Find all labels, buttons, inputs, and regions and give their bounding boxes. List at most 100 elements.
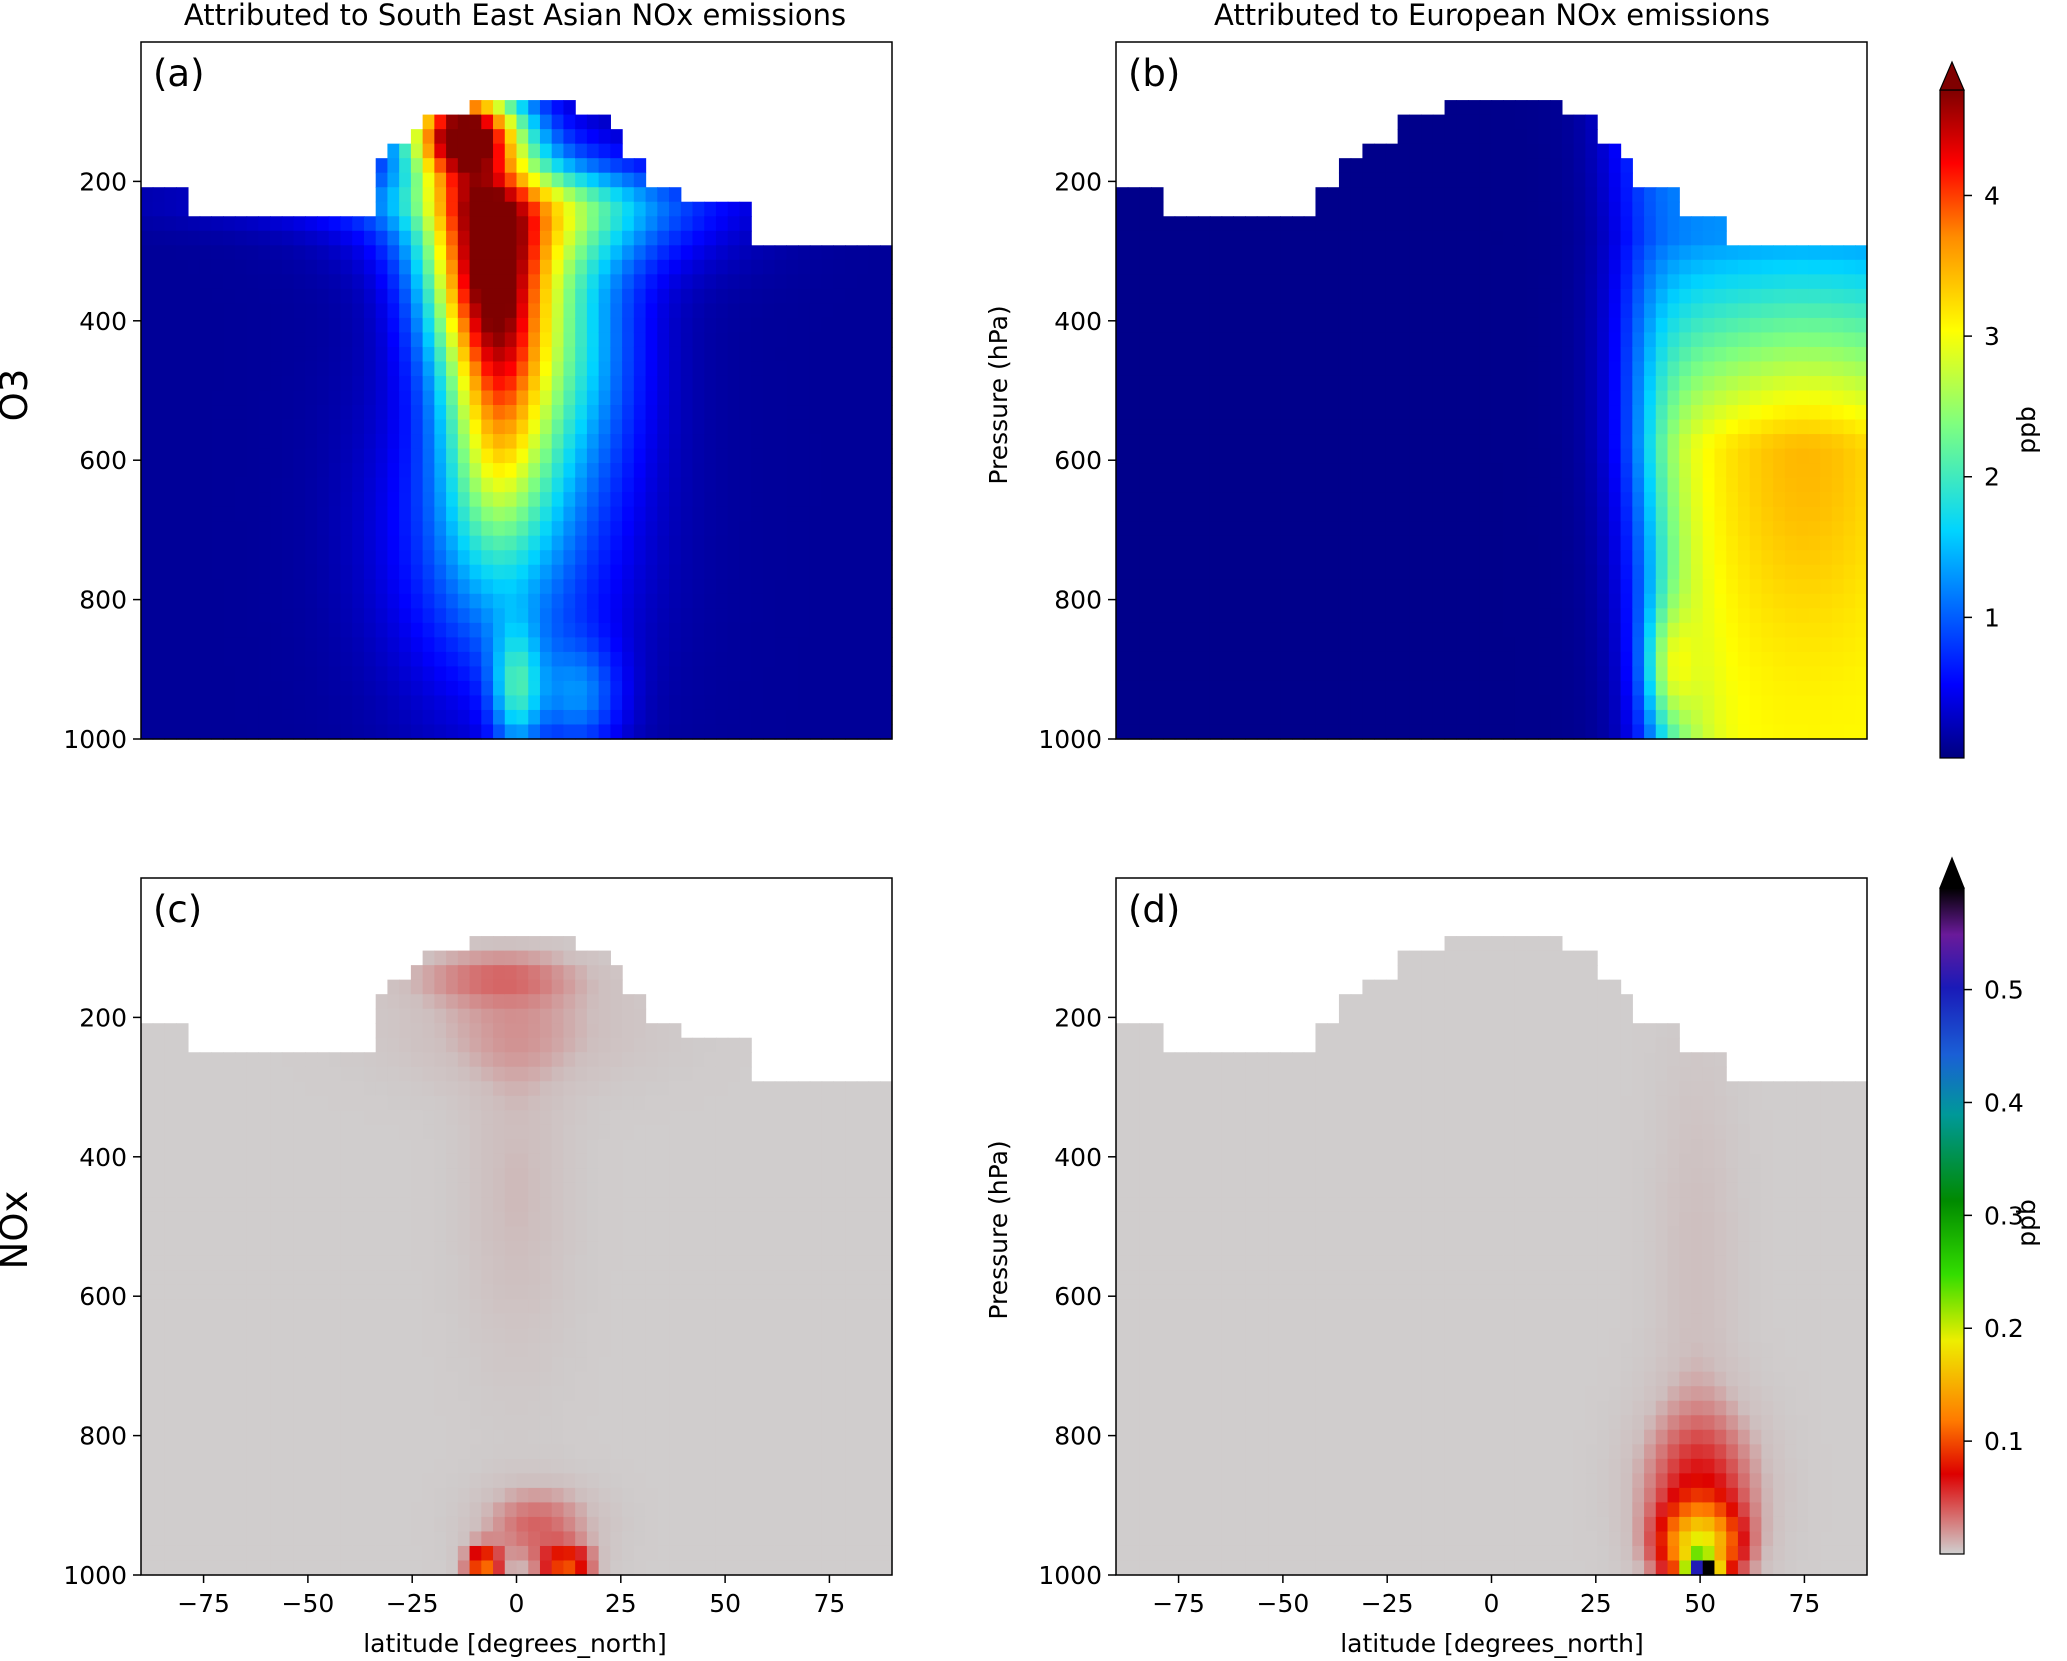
heatmap-cell xyxy=(1374,477,1387,493)
heatmap-cell xyxy=(1690,477,1704,493)
heatmap-cell xyxy=(598,405,611,421)
heatmap-cell xyxy=(1385,390,1399,406)
heatmap-cell xyxy=(1139,724,1152,740)
heatmap-cell xyxy=(622,506,635,522)
heatmap-cell xyxy=(1737,724,1751,740)
heatmap-cell xyxy=(1503,550,1516,566)
heatmap-cell xyxy=(1843,709,1856,726)
heatmap-cell xyxy=(1514,259,1528,275)
heatmap-cell xyxy=(1702,492,1716,508)
heatmap-cell xyxy=(1843,419,1856,435)
heatmap-cell xyxy=(1338,158,1352,174)
heatmap-cell xyxy=(152,506,166,522)
heatmap-cell xyxy=(1362,259,1375,275)
heatmap-cell xyxy=(1690,434,1704,450)
heatmap-cell xyxy=(774,463,787,479)
heatmap-cell xyxy=(1209,535,1223,551)
heatmap-cell xyxy=(1855,579,1868,595)
heatmap-cell xyxy=(1597,579,1610,595)
heatmap-cell xyxy=(1385,419,1399,435)
heatmap-cell xyxy=(1796,521,1809,537)
heatmap-cell xyxy=(293,274,306,290)
heatmap-cell xyxy=(1679,506,1692,522)
heatmap-cell xyxy=(1174,288,1187,304)
heatmap-cell xyxy=(1245,637,1258,653)
heatmap-cell xyxy=(1362,709,1375,726)
heatmap-cell xyxy=(1491,463,1504,479)
heatmap-cell xyxy=(1585,201,1598,217)
heatmap-cell xyxy=(1479,375,1493,392)
heatmap-cell xyxy=(1749,622,1762,638)
heatmap-cell xyxy=(563,593,576,609)
heatmap-cell xyxy=(1796,709,1809,726)
heatmap-cell xyxy=(715,521,729,537)
heatmap-cell xyxy=(598,245,611,261)
heatmap-cell xyxy=(1174,390,1187,406)
heatmap-cell xyxy=(293,680,306,697)
heatmap-cell xyxy=(164,216,177,232)
heatmap-cell xyxy=(1256,593,1270,609)
heatmap-cell xyxy=(551,114,565,130)
heatmap-cell xyxy=(469,129,482,145)
heatmap-cell xyxy=(1221,303,1234,319)
heatmap-cell xyxy=(1245,680,1258,697)
heatmap-cell xyxy=(504,564,518,580)
heatmap-cell xyxy=(1667,274,1680,290)
heatmap-cell xyxy=(340,477,353,493)
heatmap-cell xyxy=(187,434,201,450)
heatmap-cell xyxy=(657,346,670,363)
heatmap-cell xyxy=(1221,390,1234,406)
heatmap-cell xyxy=(434,434,447,450)
heatmap-cell xyxy=(434,303,447,319)
heatmap-cell xyxy=(610,230,623,246)
heatmap-cell xyxy=(575,216,588,232)
heatmap-cell xyxy=(387,303,400,319)
heatmap-cell xyxy=(809,390,823,406)
heatmap-cell xyxy=(610,637,623,653)
heatmap-cell xyxy=(1444,724,1457,740)
heatmap-cell xyxy=(1456,361,1469,377)
heatmap-cell xyxy=(633,622,647,638)
heatmap-cell xyxy=(528,564,541,580)
heatmap-cell xyxy=(598,724,611,740)
heatmap-cell xyxy=(669,288,682,304)
heatmap-cell xyxy=(1702,405,1716,421)
heatmap-cell xyxy=(410,143,424,159)
heatmap-cell xyxy=(1726,419,1739,435)
heatmap-cell xyxy=(1820,608,1833,624)
heatmap-cell xyxy=(1350,317,1364,334)
heatmap-cell xyxy=(1761,724,1774,740)
heatmap-cell xyxy=(141,651,154,667)
heatmap-cell xyxy=(739,535,752,551)
heatmap-cell xyxy=(751,564,764,580)
heatmap-cell xyxy=(751,550,764,566)
heatmap-cell xyxy=(1221,361,1234,377)
heatmap-cell xyxy=(1761,666,1774,682)
heatmap-cell xyxy=(1714,346,1727,363)
heatmap-cell xyxy=(1174,666,1187,682)
heatmap-cell xyxy=(1292,434,1305,450)
heatmap-cell xyxy=(446,492,459,508)
heatmap-cell xyxy=(234,506,248,522)
heatmap-cell xyxy=(1233,637,1246,653)
heatmap-cell xyxy=(1573,390,1586,406)
heatmap-cell xyxy=(1608,593,1622,609)
heatmap-cell xyxy=(176,695,189,711)
heatmap-cell xyxy=(481,274,494,290)
heatmap-cell xyxy=(375,666,389,682)
heatmap-cell xyxy=(1280,506,1293,522)
heatmap-cell xyxy=(1632,332,1645,348)
heatmap-cell xyxy=(657,521,670,537)
heatmap-cell xyxy=(1503,390,1516,406)
heatmap-cell xyxy=(187,405,201,421)
heatmap-cell xyxy=(434,245,447,261)
heatmap-cell xyxy=(258,463,271,479)
heatmap-cell xyxy=(258,535,271,551)
heatmap-cell xyxy=(1831,463,1845,479)
heatmap-cell xyxy=(586,680,600,697)
heatmap-cell xyxy=(293,695,306,711)
heatmap-cell xyxy=(375,564,389,580)
heatmap-cell xyxy=(1702,521,1716,537)
heatmap-cell xyxy=(598,521,611,537)
heatmap-cell xyxy=(762,245,776,261)
